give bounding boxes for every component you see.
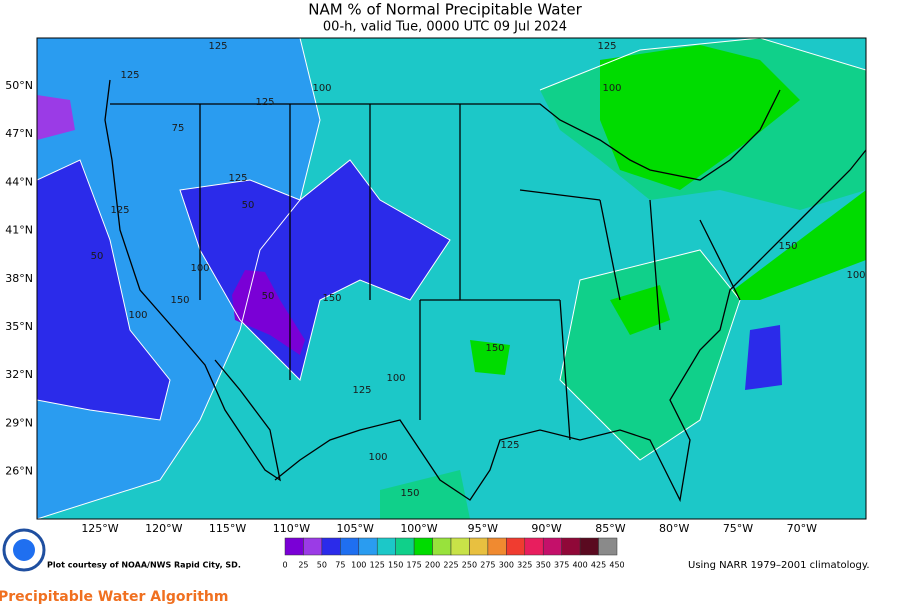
colorbar-box — [524, 537, 544, 556]
contour-label: 100 — [128, 310, 147, 321]
map-frame — [36, 37, 867, 520]
lon-label: 105°W — [337, 522, 374, 535]
colorbar-tick-label: 50 — [317, 561, 327, 570]
lat-label: 38°N — [5, 272, 33, 285]
colorbar-box — [358, 537, 378, 556]
colorbar-tick-label: 425 — [591, 561, 606, 570]
map-field — [37, 38, 866, 519]
colorbar-box — [561, 537, 581, 556]
lon-label: 90°W — [531, 522, 561, 535]
lon-label: 120°W — [145, 522, 182, 535]
lat-label: 29°N — [5, 416, 33, 429]
colorbar-box — [487, 537, 507, 556]
lon-label: 95°W — [468, 522, 498, 535]
contour-label: 125 — [597, 41, 616, 52]
colorbar-box — [303, 537, 323, 556]
colorbar-box — [395, 537, 415, 556]
colorbar-box — [506, 537, 526, 556]
lat-label: 44°N — [5, 175, 33, 188]
colorbar-box — [450, 537, 470, 556]
contour-label: 50 — [91, 251, 104, 262]
contour-label: 50 — [242, 200, 255, 211]
lon-label: 115°W — [209, 522, 246, 535]
lon-label: 75°W — [723, 522, 753, 535]
lon-label: 100°W — [400, 522, 437, 535]
contour-label: 100 — [312, 83, 331, 94]
colorbar-box — [340, 537, 360, 556]
contour-label: 125 — [352, 385, 371, 396]
contour-label: 100 — [368, 452, 387, 463]
colorbar-tick-label: 275 — [480, 561, 495, 570]
contour-label: 100 — [190, 263, 209, 274]
colorbar-tick-label: 300 — [499, 561, 514, 570]
contour-label: 125 — [228, 173, 247, 184]
lon-label: 125°W — [81, 522, 118, 535]
subtitle: 00-h, valid Tue, 0000 UTC 09 Jul 2024 — [323, 20, 567, 35]
contour-label: 150 — [778, 241, 797, 252]
colorbar-tick-label: 200 — [425, 561, 440, 570]
contour-label: 150 — [485, 343, 504, 354]
lat-label: 26°N — [5, 465, 33, 478]
contour-label: 150 — [322, 293, 341, 304]
contour-label: 50 — [262, 291, 275, 302]
colorbar-tick-label: 325 — [517, 561, 532, 570]
colorbar-tick-label: 375 — [554, 561, 569, 570]
colorbar-box — [432, 537, 452, 556]
lon-label: 70°W — [787, 522, 817, 535]
lon-label: 110°W — [273, 522, 310, 535]
title: NAM % of Normal Precipitable Water — [308, 1, 582, 19]
colorbar-box — [376, 537, 396, 556]
contour-label: 125 — [110, 205, 129, 216]
contour-label: 75 — [172, 123, 185, 134]
contour-label: 150 — [170, 295, 189, 306]
lat-label: 32°N — [5, 368, 33, 381]
contour-label: 100 — [846, 270, 865, 281]
colorbar-tick-label: 250 — [462, 561, 477, 570]
colorbar-tick-label: 150 — [388, 561, 403, 570]
colorbar-tick-label: 25 — [298, 561, 308, 570]
contour-label: 100 — [386, 373, 405, 384]
contour-label: 125 — [208, 41, 227, 52]
colorbar-box — [542, 537, 562, 556]
colorbar-tick-label: 225 — [443, 561, 458, 570]
colorbar-tick-label: 175 — [406, 561, 421, 570]
contour-label: 125 — [255, 97, 274, 108]
contour-label: 150 — [400, 488, 419, 499]
colorbar-tick-label: 450 — [609, 561, 624, 570]
credit: Plot courtesy of NOAA/NWS Rapid City, SD… — [47, 561, 241, 570]
colorbar-tick-label: 0 — [282, 561, 287, 570]
lat-label: 47°N — [5, 127, 33, 140]
colorbar-box — [469, 537, 489, 556]
colorbar-tick-label: 125 — [370, 561, 385, 570]
climatology-note: Using NARR 1979–2001 climatology. — [688, 560, 870, 571]
colorbar-tick-label: 75 — [335, 561, 345, 570]
lon-label: 85°W — [595, 522, 625, 535]
colorbar-tick-label: 100 — [351, 561, 366, 570]
colorbar-tick-label: 350 — [536, 561, 551, 570]
contour-label: 100 — [602, 83, 621, 94]
colorbar-box — [579, 537, 599, 556]
colorbar-box — [413, 537, 433, 556]
lat-label: 50°N — [5, 79, 33, 92]
lat-label: 41°N — [5, 224, 33, 237]
contour-label: 125 — [500, 440, 519, 451]
noaa-logo-center — [13, 539, 35, 561]
colorbar-box — [321, 537, 341, 556]
colorbar-box — [598, 537, 618, 556]
colorbar-tick-label: 400 — [572, 561, 587, 570]
algorithm-heading: Precipitable Water Algorithm — [0, 589, 229, 605]
lat-label: 35°N — [5, 320, 33, 333]
colorbar-box — [284, 537, 304, 556]
lon-label: 80°W — [659, 522, 689, 535]
contour-label: 125 — [120, 70, 139, 81]
